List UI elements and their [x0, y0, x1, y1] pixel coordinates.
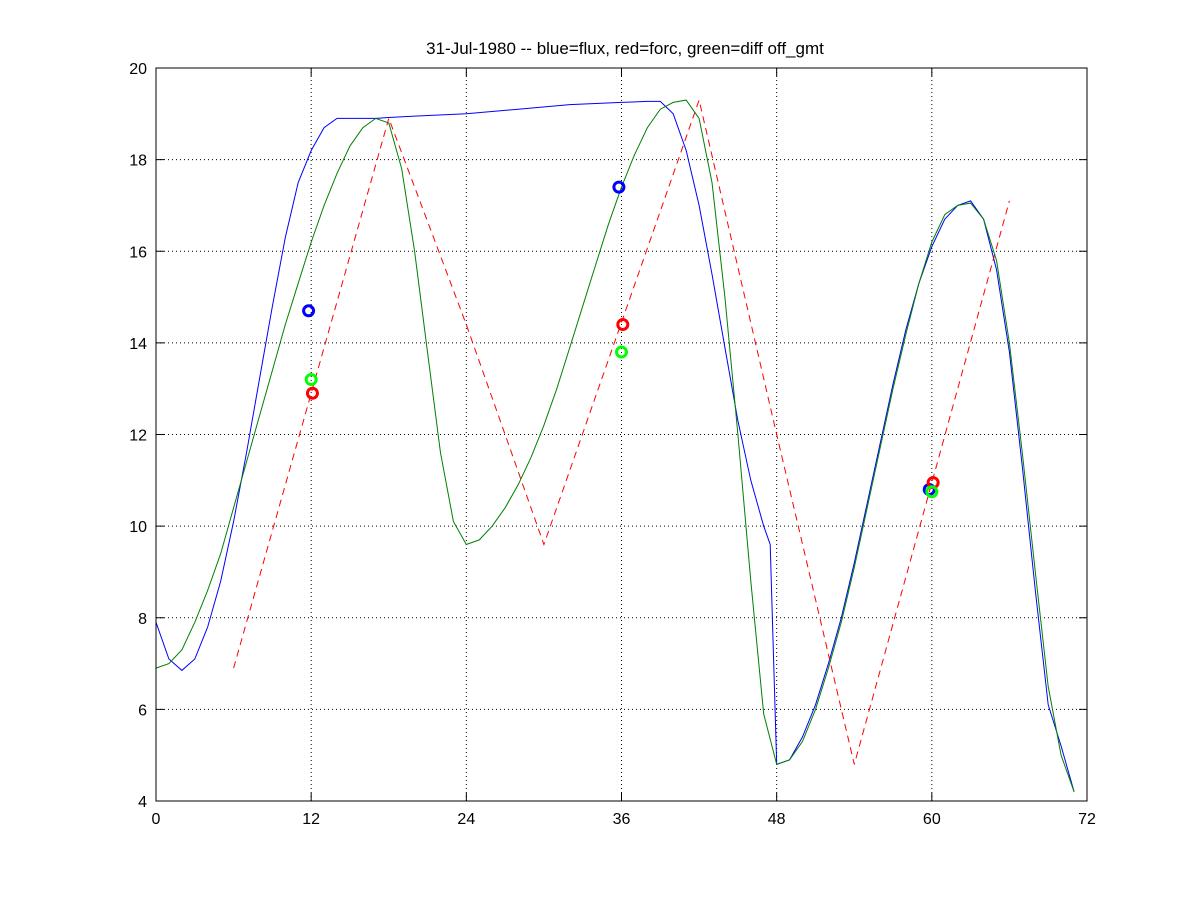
data-markers: [302, 180, 940, 499]
y-tick-label: 4: [138, 794, 147, 811]
x-tick-label: 36: [613, 811, 631, 828]
y-tick-label: 18: [129, 153, 147, 170]
y-tick-label: 8: [138, 611, 147, 628]
data-marker: [304, 373, 318, 387]
series-line-2: [155, 99, 1075, 792]
y-tick-label: 16: [129, 244, 147, 261]
y-tick-label: 12: [129, 428, 147, 445]
series-line-0: [155, 100, 1075, 792]
data-marker: [302, 304, 316, 318]
chart-title: 31-Jul-1980 -- blue=flux, red=forc, gree…: [426, 39, 824, 58]
data-marker: [616, 318, 630, 332]
data-marker: [612, 180, 626, 194]
x-tick-label: 48: [768, 811, 786, 828]
x-tick-label: 0: [152, 811, 161, 828]
x-tick-label: 24: [457, 811, 475, 828]
data-marker: [615, 345, 628, 359]
series-line-1: [233, 98, 1010, 765]
x-tick-label: 72: [1078, 811, 1096, 828]
x-tick-label: 12: [302, 811, 320, 828]
grid-lines: [156, 68, 1087, 801]
y-tick-label: 14: [129, 336, 147, 353]
data-marker: [925, 485, 939, 499]
data-marker: [305, 386, 319, 400]
y-tick-label: 20: [129, 61, 147, 78]
axis-ticks: 0 12 24 36 48 60 72 4 6 8 10 12 14 16 18 20: [129, 61, 1096, 828]
y-tick-label: 6: [138, 702, 147, 719]
y-tick-label: 10: [129, 519, 147, 536]
x-tick-label: 60: [923, 811, 941, 828]
series-lines: [155, 98, 1075, 792]
plot-frame: [155, 67, 1088, 802]
